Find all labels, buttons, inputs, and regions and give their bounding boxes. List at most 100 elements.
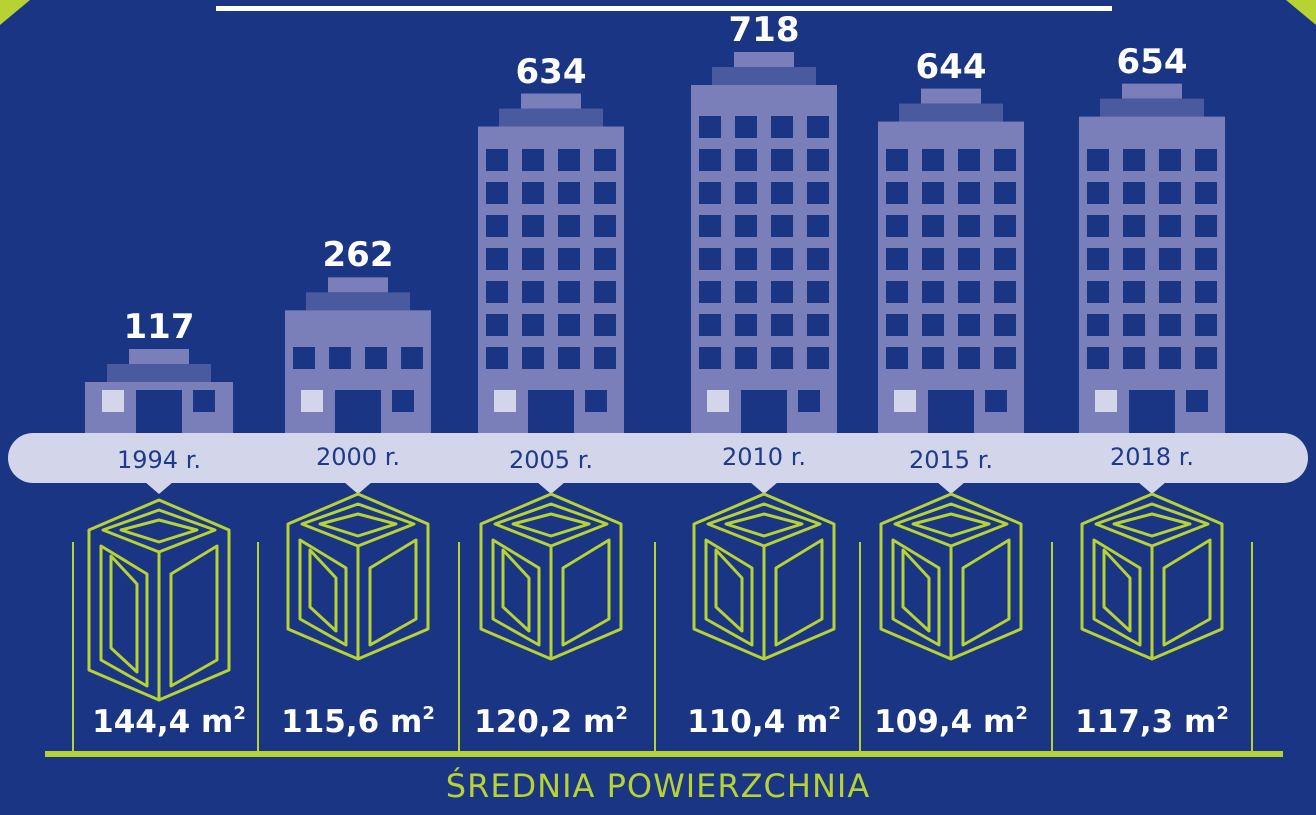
window <box>699 314 721 336</box>
cube-left-panel <box>1092 538 1142 647</box>
window <box>1123 314 1145 336</box>
window <box>1195 149 1217 171</box>
window <box>594 281 616 303</box>
window <box>1159 149 1181 171</box>
top-rule <box>216 6 1112 11</box>
door <box>335 390 381 433</box>
area-value-1: 115,6 m2 <box>281 705 435 738</box>
window <box>365 347 387 369</box>
window <box>522 182 544 204</box>
area-value-2: 120,2 m2 <box>474 705 628 738</box>
window <box>1195 347 1217 369</box>
window <box>771 215 793 237</box>
cube-top-inner <box>318 512 398 538</box>
window <box>735 116 757 138</box>
window <box>1159 248 1181 270</box>
light-window <box>494 390 516 412</box>
window <box>735 182 757 204</box>
window <box>922 248 944 270</box>
building-bar-5 <box>1079 83 1225 433</box>
building-bar-1 <box>285 277 431 433</box>
door <box>136 390 182 433</box>
window <box>922 314 944 336</box>
light-window <box>1095 390 1117 412</box>
window <box>594 149 616 171</box>
cube-top-inner <box>119 518 199 544</box>
window <box>558 149 580 171</box>
window <box>486 149 508 171</box>
window <box>1087 281 1109 303</box>
building-bar-0 <box>85 349 233 433</box>
band-pointer-5 <box>1138 482 1166 494</box>
window <box>522 149 544 171</box>
window <box>699 116 721 138</box>
buildings-group <box>85 52 1225 434</box>
value-label-5: 654 <box>1116 41 1188 82</box>
window <box>922 182 944 204</box>
area-title: ŚREDNIA POWIERZCHNIA <box>445 767 871 805</box>
window <box>994 248 1016 270</box>
cube-icon-1 <box>286 492 430 661</box>
window <box>699 347 721 369</box>
window <box>958 149 980 171</box>
window <box>699 281 721 303</box>
window <box>807 116 829 138</box>
year-label-0: 1994 r. <box>117 446 201 474</box>
window <box>1123 248 1145 270</box>
window <box>886 149 908 171</box>
window <box>807 182 829 204</box>
window <box>958 182 980 204</box>
window <box>486 314 508 336</box>
window <box>486 182 508 204</box>
cube-left-inner <box>1102 548 1132 633</box>
cube-right-panel <box>561 538 611 647</box>
building-bar-4 <box>878 88 1024 433</box>
dark-window <box>585 390 607 412</box>
cube-right-panel <box>961 538 1011 647</box>
roof-top <box>521 93 581 109</box>
window <box>1087 248 1109 270</box>
area-value-0: 144,4 m2 <box>92 705 246 738</box>
window <box>486 347 508 369</box>
window <box>807 281 829 303</box>
window <box>735 314 757 336</box>
cube-icon-2 <box>479 492 623 661</box>
window <box>994 215 1016 237</box>
roof-top <box>328 277 388 293</box>
roof-tier <box>1100 98 1204 118</box>
year-label-3: 2010 r. <box>722 443 806 471</box>
roof-top <box>129 349 189 364</box>
window <box>771 182 793 204</box>
window <box>594 347 616 369</box>
band-pointer-3 <box>750 482 778 494</box>
year-label-2: 2005 r. <box>509 446 593 474</box>
window <box>1159 215 1181 237</box>
value-label-1: 262 <box>322 235 394 276</box>
window <box>886 248 908 270</box>
area-value-5: 117,3 m2 <box>1075 705 1229 738</box>
window <box>1123 149 1145 171</box>
window <box>886 182 908 204</box>
window <box>1159 314 1181 336</box>
roof-top <box>1122 83 1182 99</box>
window <box>1123 215 1145 237</box>
window <box>771 281 793 303</box>
cube-icon-0 <box>87 498 231 702</box>
window <box>922 215 944 237</box>
roof-tier <box>499 108 603 128</box>
area-unit-superscript: 2 <box>233 703 246 724</box>
cube-right-panel <box>774 538 824 647</box>
window <box>699 149 721 171</box>
window <box>886 314 908 336</box>
year-label-1: 2000 r. <box>316 443 400 471</box>
roof-top <box>734 52 794 67</box>
cube-icon-4 <box>879 492 1023 661</box>
door <box>528 390 574 433</box>
window <box>922 281 944 303</box>
window <box>594 314 616 336</box>
window <box>1195 314 1217 336</box>
dark-window <box>193 390 215 412</box>
roof-tier <box>306 292 410 312</box>
cube-left-panel <box>891 538 941 647</box>
